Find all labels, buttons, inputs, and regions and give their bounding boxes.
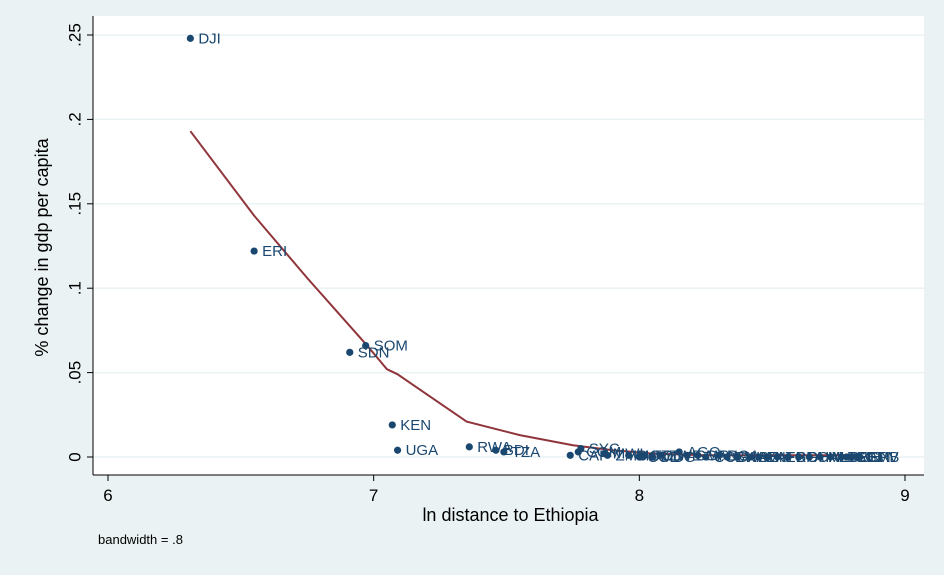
point-label: UGA bbox=[406, 442, 439, 459]
lowess-line-layer bbox=[189, 130, 860, 457]
x-axis-title: ln distance to Ethiopia bbox=[422, 505, 599, 525]
data-point bbox=[388, 421, 396, 429]
data-point bbox=[186, 34, 194, 42]
y-axis-title: % change in gdp per capita bbox=[32, 137, 52, 356]
data-point bbox=[625, 451, 633, 459]
lowess-line bbox=[189, 130, 860, 457]
point-label: SYC bbox=[589, 441, 620, 458]
point-label: SOM bbox=[374, 338, 408, 355]
point-label: DJI bbox=[198, 30, 221, 47]
plot-area bbox=[93, 16, 924, 475]
bandwidth-note: bandwidth = .8 bbox=[98, 532, 183, 547]
point-label: ZAF bbox=[767, 449, 795, 466]
data-point bbox=[856, 453, 864, 461]
y-tick-label: .25 bbox=[66, 23, 85, 47]
data-point bbox=[603, 451, 612, 459]
data-point bbox=[723, 453, 731, 461]
point-label: KEN bbox=[400, 417, 431, 434]
data-point bbox=[346, 348, 354, 356]
data-point bbox=[816, 453, 824, 461]
y-tick-label: .1 bbox=[66, 281, 85, 295]
data-point bbox=[842, 453, 851, 461]
data-point bbox=[795, 453, 803, 461]
data-point bbox=[362, 341, 370, 350]
point-label: GMB bbox=[865, 449, 899, 466]
data-point bbox=[500, 448, 508, 456]
point-label: CAF bbox=[578, 447, 608, 464]
data-point bbox=[393, 446, 402, 454]
data-point bbox=[702, 453, 710, 461]
data-point bbox=[747, 453, 755, 461]
data-point bbox=[763, 453, 771, 461]
data-point bbox=[675, 448, 683, 456]
point-label: CPV bbox=[868, 449, 899, 466]
data-point bbox=[641, 451, 649, 459]
point-label: ERI bbox=[262, 243, 287, 260]
data-point bbox=[734, 453, 742, 461]
data-point bbox=[574, 448, 582, 456]
data-point bbox=[566, 451, 574, 459]
x-tick-label: 8 bbox=[635, 486, 644, 505]
data-point bbox=[250, 247, 258, 255]
point-label: SEN bbox=[860, 449, 891, 466]
points-layer: DJIERISOMSDNKENUGARWABDITZASYCCAFCOMMWIZ… bbox=[186, 30, 899, 466]
y-tick-label: .05 bbox=[66, 361, 85, 385]
x-tick-label: 9 bbox=[900, 486, 909, 505]
data-point bbox=[848, 453, 856, 461]
data-point bbox=[465, 443, 473, 451]
y-tick-label: .15 bbox=[66, 192, 85, 216]
point-label: GIN bbox=[855, 449, 882, 466]
data-point bbox=[694, 451, 702, 459]
data-point bbox=[649, 453, 657, 461]
y-tick-label: 0 bbox=[66, 452, 85, 461]
point-label: COG bbox=[714, 449, 748, 466]
point-label: CMR bbox=[695, 447, 729, 464]
data-point bbox=[837, 453, 845, 461]
x-tick-label: 6 bbox=[103, 486, 112, 505]
point-label: COD bbox=[647, 449, 681, 466]
data-point bbox=[805, 453, 813, 461]
point-label: SLE bbox=[849, 449, 877, 466]
axes: 0 .05 .1 .15 .2 .25 6 7 8 9 bbox=[66, 16, 924, 505]
x-tick-label: 7 bbox=[369, 486, 378, 505]
data-point bbox=[755, 453, 763, 461]
data-point bbox=[827, 453, 835, 461]
data-point bbox=[773, 453, 782, 461]
point-label: SDN bbox=[358, 344, 390, 361]
data-point bbox=[656, 451, 665, 459]
data-point bbox=[492, 446, 500, 454]
data-point bbox=[784, 453, 792, 461]
data-point bbox=[715, 451, 723, 459]
data-point bbox=[683, 451, 691, 459]
point-label: BDI bbox=[504, 442, 529, 459]
point-label: TZA bbox=[512, 444, 540, 461]
y-tick-label: .2 bbox=[66, 112, 85, 126]
